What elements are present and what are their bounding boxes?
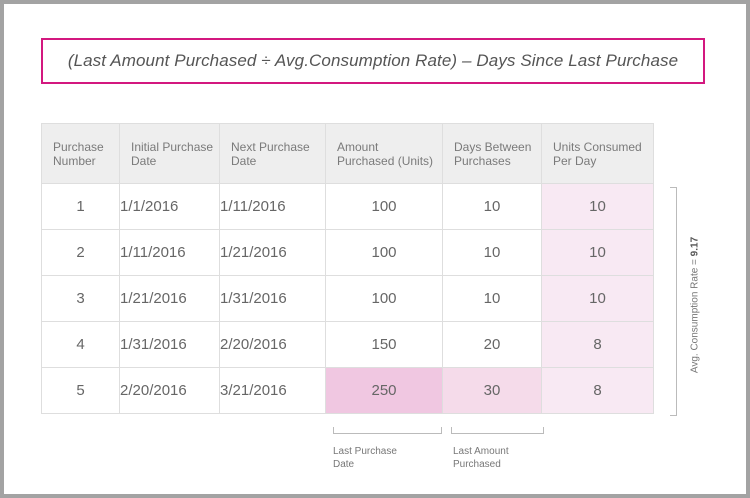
cell-next-date: 3/21/2016 (219, 367, 326, 414)
cell-next-date: 2/20/2016 (219, 321, 326, 368)
cell-amount: 100 (325, 229, 443, 276)
cell-initial-date: 1/31/2016 (119, 321, 220, 368)
cell-days-last-purchase: 30 (442, 367, 542, 414)
cell-purchase-number: 2 (41, 229, 120, 276)
cell-units: 10 (541, 183, 654, 230)
last-amount-bracket (451, 427, 544, 434)
table-row: 4 1/31/2016 2/20/2016 150 20 8 (41, 321, 654, 368)
last-purchase-bracket (333, 427, 442, 434)
header-days-between: Days Between Purchases (442, 123, 542, 184)
header-next-purchase-date: Next Purchase Date (219, 123, 326, 184)
cell-units: 8 (541, 367, 654, 414)
cell-days: 10 (442, 275, 542, 322)
formula-text: (Last Amount Purchased ÷ Avg.Consumption… (67, 51, 679, 70)
table-header-row: Purchase Number Initial Purchase Date Next… (41, 123, 654, 184)
table-row: 2 1/11/2016 1/21/2016 100 10 10 (41, 229, 654, 276)
cell-purchase-number: 4 (41, 321, 120, 368)
header-initial-purchase-date: Initial Purchase Date (119, 123, 220, 184)
table-row: 5 2/20/2016 3/21/2016 250 30 8 (41, 367, 654, 414)
consumption-rate-bracket (670, 187, 677, 416)
cell-purchase-number: 3 (41, 275, 120, 322)
cell-units: 10 (541, 275, 654, 322)
consumption-rate-label: Avg. Consumption Rate = 9.17 (689, 236, 701, 374)
cell-amount: 100 (325, 183, 443, 230)
cell-purchase-number: 1 (41, 183, 120, 230)
cell-units: 10 (541, 229, 654, 276)
cell-days: 10 (442, 183, 542, 230)
cell-purchase-number: 5 (41, 367, 120, 414)
cell-next-date: 1/11/2016 (219, 183, 326, 230)
cell-amount: 150 (325, 321, 443, 368)
cell-initial-date: 2/20/2016 (119, 367, 220, 414)
header-units-consumed: Units Consumed Per Day (541, 123, 654, 184)
cell-days: 20 (442, 321, 542, 368)
formula-box: (Last Amount Purchased ÷ Avg.Consumption… (41, 38, 705, 84)
header-amount-purchased: Amount Purchased (Units) (325, 123, 443, 184)
table-row: 3 1/21/2016 1/31/2016 100 10 10 (41, 275, 654, 322)
last-amount-note: Last Amount Purchased (453, 446, 509, 470)
cell-initial-date: 1/21/2016 (119, 275, 220, 322)
cell-initial-date: 1/11/2016 (119, 229, 220, 276)
cell-amount: 100 (325, 275, 443, 322)
table-row: 1 1/1/2016 1/11/2016 100 10 10 (41, 183, 654, 230)
last-purchase-note: Last Purchase Date (333, 446, 397, 470)
cell-days: 10 (442, 229, 542, 276)
header-purchase-number: Purchase Number (41, 123, 120, 184)
cell-units: 8 (541, 321, 654, 368)
cell-initial-date: 1/1/2016 (119, 183, 220, 230)
cell-amount-last-purchase: 250 (325, 367, 443, 414)
cell-next-date: 1/31/2016 (219, 275, 326, 322)
cell-next-date: 1/21/2016 (219, 229, 326, 276)
purchase-table: Purchase Number Initial Purchase Date Next… (41, 123, 654, 414)
